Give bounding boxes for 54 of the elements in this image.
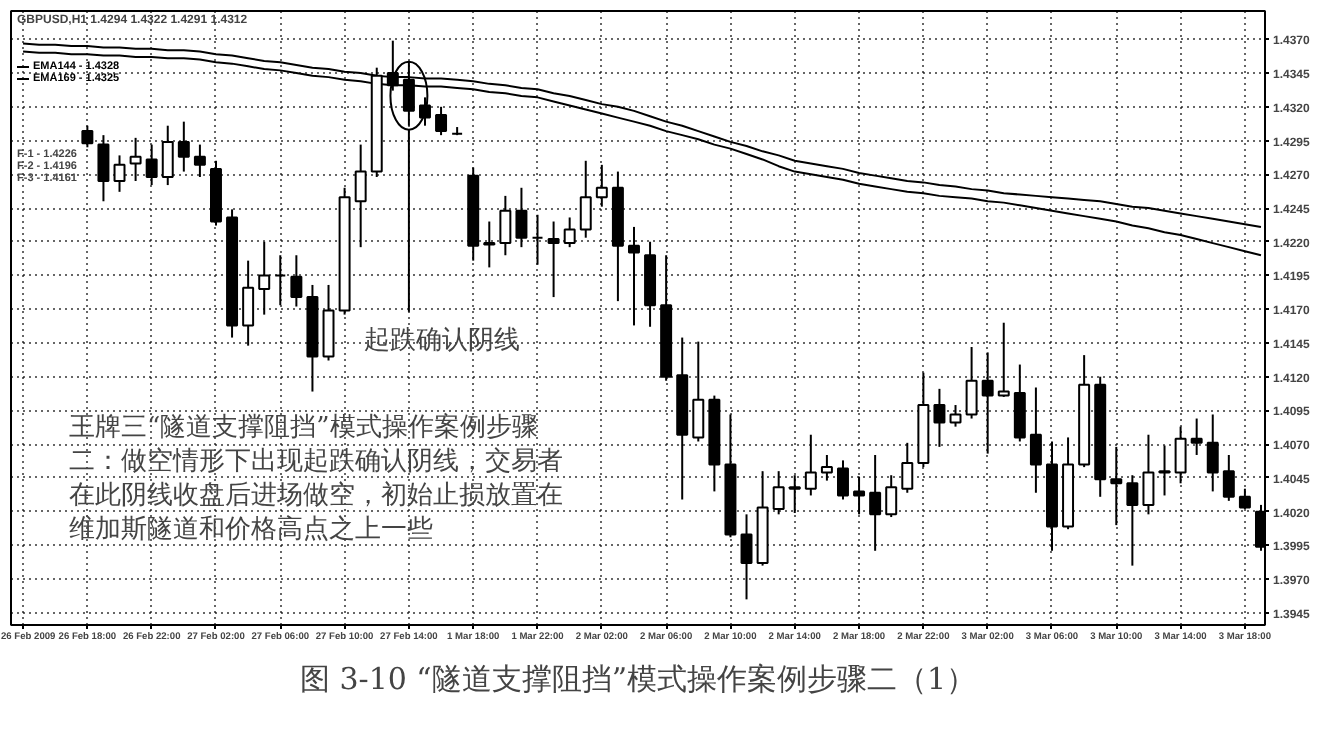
candlestick [772,470,785,516]
candlestick [177,120,190,173]
candlestick [901,441,914,494]
candlestick [933,387,946,448]
candlestick [981,351,994,455]
candlestick [129,136,142,183]
candlestick [242,259,255,347]
candlestick [435,105,448,137]
candlestick [579,159,592,239]
candlestick [885,474,898,519]
candlestick [1110,445,1123,527]
candlestick [531,213,544,266]
candlestick [692,340,705,443]
candlestick [81,124,94,149]
annotation: 王牌三“隧道支撑阻挡”模式操作案例步骤二：做空情形下出现起跌确认阴线，交易者在此阴线收盘后进场做空，初始止损放置在维加斯隧道和价格高点之上一些 [69,411,563,545]
candlestick [563,216,576,249]
candlestick [322,283,335,362]
candlestick [1142,433,1155,516]
candlestick [1222,453,1235,502]
candlestick [628,225,640,327]
candlestick [161,124,174,187]
candlestick [804,433,817,497]
candlestick [820,453,833,482]
candlestick [1126,474,1139,567]
candlestick [997,321,1010,398]
candlestick [965,346,978,420]
candlestick [1174,425,1187,485]
candlestick [869,453,882,552]
candlestick [1190,417,1203,456]
candlestick [1238,487,1251,510]
candlestick [113,154,126,193]
candlestick [853,475,866,516]
candlestick [274,254,287,307]
candlestick [949,404,962,428]
candlestick [483,220,496,269]
text: 图 3-10 “隧道支撑阻挡”模式操作案例步骤二（1） [299,661,977,697]
candlestick [515,186,528,249]
candlestick [547,220,560,299]
candlestick [145,143,158,187]
candlestick [595,163,608,208]
annotation: 起跌确认阴线 [363,325,520,356]
candlestick [290,254,303,308]
candlestick [1013,363,1026,443]
candlestick [740,513,753,601]
candlestick [1029,386,1042,494]
candlestick [499,194,512,257]
candlestick [1206,413,1219,493]
candlestick [354,143,367,249]
candlestick [788,474,801,514]
candlestick [97,134,110,203]
candlestick [1158,444,1171,497]
candlestick [258,240,271,316]
candlestick [193,143,206,178]
candlestick [837,459,849,501]
